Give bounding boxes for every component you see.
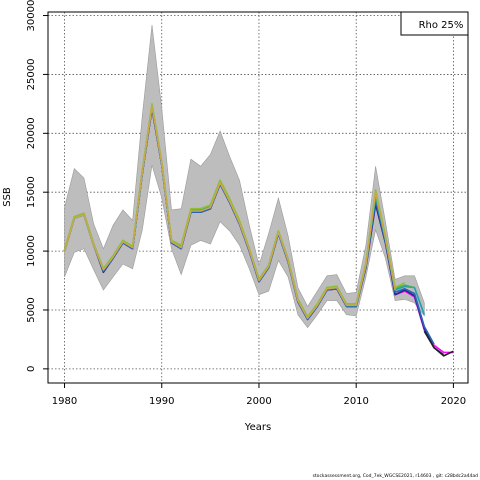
y-tick-label-20000: 20000 <box>26 117 37 149</box>
y-tick-label-30000: 30000 <box>26 0 37 31</box>
y-tick-label-10000: 10000 <box>26 235 37 267</box>
footer-credit: stockassessment.org, Cod_7ek_WGCSE2021, … <box>312 474 478 479</box>
y-axis-title: SSB <box>2 187 13 207</box>
y-tick-label-5000: 5000 <box>26 297 37 322</box>
legend-box <box>400 11 469 36</box>
x-axis-title: Years <box>244 422 271 433</box>
confidence-band-layer <box>64 24 425 329</box>
x-tick-label-1990: 1990 <box>149 396 174 407</box>
series-line-6 <box>63 105 396 320</box>
x-tick-label-2010: 2010 <box>343 396 368 407</box>
x-tick-label-1980: 1980 <box>52 396 77 407</box>
legend-text: Rho 25% <box>419 20 464 31</box>
plot-frame <box>47 11 469 384</box>
grid <box>48 12 468 383</box>
y-axis: 0 5000 10000 15000 20000 25000 30000 <box>26 0 48 372</box>
legend: Rho 25% <box>400 11 469 36</box>
series-layer <box>63 103 454 357</box>
series-line-7 <box>423 330 454 357</box>
y-tick-label-25000: 25000 <box>26 59 37 91</box>
x-axis: 1980 1990 2000 2010 2020 <box>52 383 466 407</box>
x-tick-label-2000: 2000 <box>246 396 271 407</box>
y-tick-label-15000: 15000 <box>26 176 37 208</box>
y-tick-label-0: 0 <box>26 366 37 372</box>
confidence-band <box>64 24 425 329</box>
x-tick-label-2020: 2020 <box>441 396 466 407</box>
